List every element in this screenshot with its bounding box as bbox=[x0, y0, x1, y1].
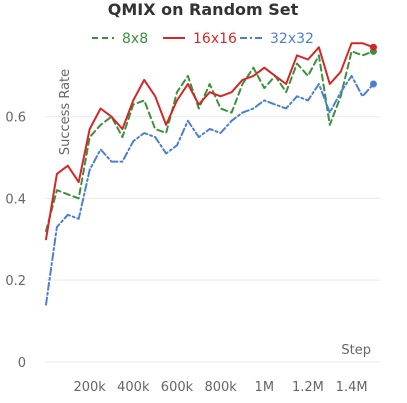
series-line-16x16 bbox=[45, 42, 375, 241]
legend-item-32x32: 32x32 bbox=[240, 31, 314, 47]
x-tick-label: 800k bbox=[204, 380, 237, 395]
x-tick-label: 1M bbox=[255, 380, 275, 395]
x-tick-label: 1.4M bbox=[336, 380, 368, 395]
y-tick-label: 0.4 bbox=[5, 192, 26, 207]
x-tick-label: 200k bbox=[73, 380, 106, 395]
x-tick-label: 600k bbox=[161, 380, 194, 395]
x-axis-ticks: 200k 400k 600k 800k 1M 1.2M 1.4M bbox=[73, 380, 367, 395]
y-tick-label: 0.6 bbox=[5, 111, 26, 126]
legend-label: 32x32 bbox=[270, 31, 314, 47]
series-end-point-32x32 bbox=[369, 80, 377, 88]
legend: 8x8 16x16 32x32 bbox=[92, 31, 314, 47]
y-tick-label: 0 bbox=[18, 356, 26, 371]
legend-item-16x16: 16x16 bbox=[163, 31, 237, 47]
series-end-point-16x16 bbox=[369, 43, 377, 51]
x-tick-label: 1.2M bbox=[292, 380, 324, 395]
y-axis-label: Success Rate bbox=[58, 69, 73, 155]
y-axis-ticks: 0 0.2 0.4 0.6 bbox=[5, 111, 26, 371]
x-axis-label: Step bbox=[341, 343, 371, 358]
y-tick-label: 0.2 bbox=[5, 274, 26, 289]
series-line-32x32 bbox=[45, 74, 375, 306]
x-tick-label: 400k bbox=[117, 380, 150, 395]
chart-title: QMIX on Random Set bbox=[108, 0, 299, 19]
legend-label: 16x16 bbox=[193, 31, 237, 47]
legend-item-8x8: 8x8 bbox=[92, 31, 148, 47]
series-line-8x8 bbox=[45, 50, 375, 233]
legend-label: 8x8 bbox=[122, 31, 148, 47]
series-layer bbox=[45, 42, 377, 306]
grid bbox=[46, 116, 380, 363]
